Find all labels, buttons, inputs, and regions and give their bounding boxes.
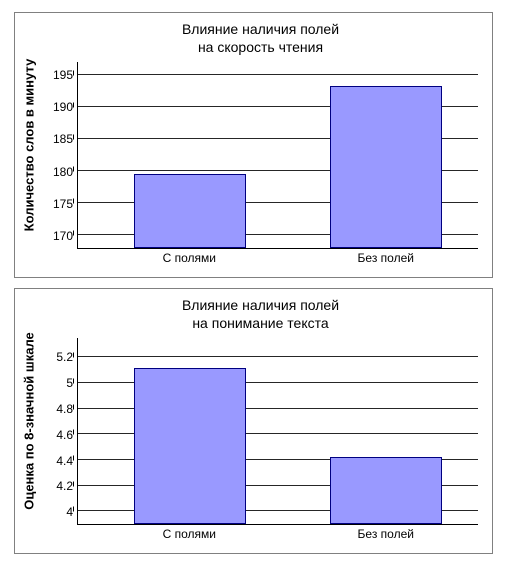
y-tick-mark	[73, 378, 74, 383]
y-tick-label: 4.6	[56, 428, 73, 442]
bar	[330, 86, 442, 248]
x-tick-label: С полями	[163, 527, 216, 541]
y-tick-label: 180	[53, 165, 73, 179]
y-axis-label: Количество слов в минуту	[22, 59, 37, 232]
y-axis-label-strip: Оценка по 8-значной шкале	[15, 289, 43, 553]
y-tick-mark	[73, 507, 74, 512]
x-tick-area: С полями Без полей	[77, 525, 478, 545]
y-tick-label: 5	[66, 376, 73, 390]
x-tick-area: С полями Без полей	[77, 249, 478, 269]
x-tick-row: С полями Без полей	[43, 525, 478, 545]
y-tick-mark	[73, 134, 74, 139]
bar	[134, 174, 246, 248]
chart-title-line1: Влияние наличия полей	[182, 21, 339, 37]
y-tick-mark	[73, 404, 74, 409]
chart-title: Влияние наличия полей на скорость чтения	[43, 21, 478, 56]
x-tick-row: С полями Без полей	[43, 249, 478, 269]
y-tick-mark	[73, 455, 74, 460]
y-tick-column: 170 175 180 185 190 195	[43, 62, 77, 249]
chart-title-line1: Влияние наличия полей	[182, 297, 339, 313]
chart-panel-reading-speed: Количество слов в минуту Влияние наличия…	[14, 12, 493, 278]
y-tick-mark	[73, 430, 74, 435]
bar	[330, 457, 442, 524]
chart-title: Влияние наличия полей на понимание текст…	[43, 297, 478, 332]
gridline	[78, 356, 478, 357]
y-tick-label: 4.2	[56, 479, 73, 493]
y-tick-label: 4	[66, 505, 73, 519]
x-tick-label: Без полей	[358, 251, 414, 265]
x-tick-label: Без полей	[358, 527, 414, 541]
page: Количество слов в минуту Влияние наличия…	[0, 0, 507, 571]
y-tick-label: 175	[53, 197, 73, 211]
x-tick-spacer	[43, 525, 77, 545]
bar	[134, 368, 246, 524]
y-tick-mark	[73, 231, 74, 236]
x-tick-spacer	[43, 249, 77, 269]
y-tick-mark	[73, 481, 74, 486]
y-tick-label: 195	[53, 68, 73, 82]
plot-row: 170 175 180 185 190 195	[43, 62, 478, 249]
y-tick-mark	[73, 167, 74, 172]
chart-panel-comprehension: Оценка по 8-значной шкале Влияние наличи…	[14, 288, 493, 554]
gridline	[78, 74, 478, 75]
y-tick-column: 4 4.2 4.4 4.6 4.8 5 5.2	[43, 338, 77, 525]
y-tick-label: 190	[53, 100, 73, 114]
y-tick-label: 4.4	[56, 454, 73, 468]
y-axis-label: Оценка по 8-значной шкале	[22, 332, 37, 510]
y-tick-label: 170	[53, 229, 73, 243]
chart-body: Влияние наличия полей на скорость чтения…	[43, 13, 492, 277]
y-tick-label: 4.8	[56, 402, 73, 416]
plot-area	[77, 338, 478, 525]
y-axis-label-strip: Количество слов в минуту	[15, 13, 43, 277]
y-tick-mark	[73, 199, 74, 204]
y-tick-mark	[73, 102, 74, 107]
y-tick-mark	[73, 353, 74, 358]
x-tick-label: С полями	[163, 251, 216, 265]
chart-body: Влияние наличия полей на понимание текст…	[43, 289, 492, 553]
plot-area	[77, 62, 478, 249]
plot-row: 4 4.2 4.4 4.6 4.8 5 5.2	[43, 338, 478, 525]
chart-title-line2: на скорость чтения	[198, 39, 323, 55]
y-tick-label: 185	[53, 132, 73, 146]
chart-title-line2: на понимание текста	[192, 315, 328, 331]
y-tick-label: 5.2	[56, 350, 73, 364]
y-tick-mark	[73, 70, 74, 75]
